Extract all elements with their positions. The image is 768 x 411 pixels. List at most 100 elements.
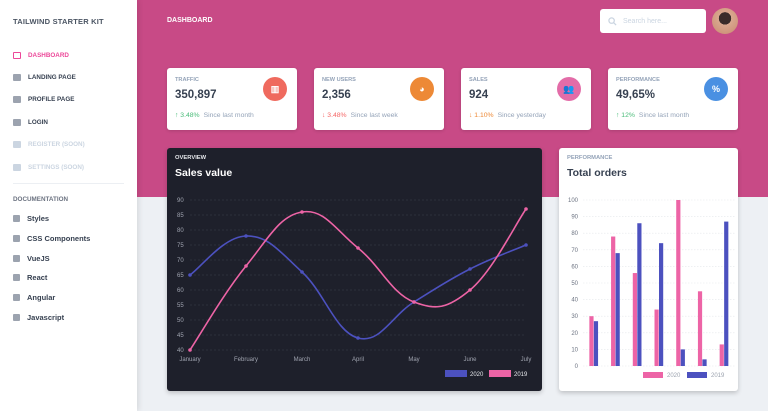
- paint-brush-icon: [13, 215, 20, 223]
- y-tick-label: 55: [177, 303, 184, 309]
- legend-swatch-2019: [489, 370, 511, 377]
- sidebar-item-label: PROFILE PAGE: [28, 96, 75, 104]
- sales-value-card: OVERVIEW Sales value 40 45 50 55 60 65 70 75 80 8…: [167, 148, 542, 391]
- doc-link-styles[interactable]: Styles: [13, 209, 90, 229]
- doc-link-label: Javascript: [27, 312, 65, 322]
- stat-label: SALES: [469, 77, 488, 83]
- doc-link-label: React: [27, 273, 48, 283]
- data-point-2020: [188, 273, 192, 277]
- sidebar-item-label: DASHBOARD: [28, 51, 69, 59]
- card-title: Sales value: [175, 167, 233, 179]
- legend-label: 2020: [667, 373, 681, 379]
- angular-icon: [13, 294, 20, 302]
- bar-2019-june: [702, 359, 707, 366]
- arrow-down-icon: ↓: [469, 112, 473, 119]
- sidebar-item-profile-page[interactable]: PROFILE PAGE: [13, 89, 125, 111]
- data-point-2020: [300, 270, 304, 274]
- card-overline: OVERVIEW: [175, 155, 207, 161]
- doc-link-vuejs[interactable]: VueJS: [13, 248, 90, 268]
- search-input[interactable]: Search here...: [600, 9, 706, 33]
- percent-icon: %: [704, 77, 728, 101]
- bar-2020-february: [611, 236, 616, 366]
- data-point-2020: [244, 234, 248, 238]
- divider: [13, 183, 124, 184]
- data-point-2019: [524, 207, 528, 211]
- sidebar-item-dashboard[interactable]: DASHBOARD: [13, 44, 125, 66]
- brand-link[interactable]: TAILWIND STARTER KIT: [13, 17, 104, 26]
- user-avatar[interactable]: [712, 8, 738, 34]
- fingerprint-icon: [13, 118, 21, 126]
- doc-link-react[interactable]: React: [13, 268, 90, 288]
- doc-link-label: Styles: [27, 214, 50, 224]
- sidebar-item-label: LOGIN: [28, 118, 48, 126]
- main-nav: DASHBOARD LANDING PAGE PROFILE PAGE LOGIN RE…: [13, 44, 125, 178]
- sidebar-item-landing-page[interactable]: LANDING PAGE: [13, 66, 125, 88]
- line-chart: 40 45 50 55 60 65 70 75 80 85 90 January February Mar…: [177, 198, 532, 378]
- sidebar-item-label: SETTINGS (SOON): [28, 163, 84, 171]
- total-orders-card: PERFORMANCE Total orders 0 10 20 30 40 50 60 70…: [559, 148, 738, 391]
- x-tick-label: February: [234, 357, 258, 363]
- y-tick-label: 60: [571, 264, 578, 270]
- arrow-up-icon: ↑: [175, 112, 179, 119]
- data-point-2020: [468, 267, 472, 271]
- y-tick-label: 30: [571, 314, 578, 320]
- data-point-2019: [188, 348, 192, 352]
- data-point-2019: [468, 288, 472, 292]
- doc-link-label: Angular: [27, 293, 56, 303]
- stat-value: 2,356: [322, 89, 351, 101]
- search-placeholder: Search here...: [623, 17, 667, 25]
- stat-label: NEW USERS: [322, 77, 356, 83]
- y-tick-label: 80: [571, 231, 578, 237]
- arrow-up-icon: ↑: [616, 112, 620, 119]
- tv-icon: [13, 51, 21, 59]
- stat-footer: ↓ 1.10% Since yesterday: [469, 112, 546, 119]
- y-tick-label: 90: [571, 215, 578, 221]
- stat-change: 1.10%: [474, 112, 494, 119]
- stat-since: Since last month: [638, 112, 690, 119]
- data-point-2019: [300, 210, 304, 214]
- stat-change: 3.48%: [180, 112, 200, 119]
- y-tick-label: 75: [177, 243, 184, 249]
- search-icon: [608, 16, 617, 26]
- bar-2019-march: [637, 223, 642, 366]
- doc-link-javascript[interactable]: Javascript: [13, 307, 90, 327]
- bar-2020-june: [697, 291, 703, 366]
- bar-2020-april: [654, 309, 659, 366]
- sidebar-item-label: REGISTER (SOON): [28, 141, 85, 149]
- legend-swatch-2020: [643, 372, 663, 378]
- x-tick-label: July: [521, 357, 532, 363]
- legend-swatch-2019: [687, 372, 707, 378]
- y-tick-label: 50: [571, 281, 578, 287]
- bar-2020-january: [589, 316, 594, 366]
- data-point-2019: [356, 246, 360, 250]
- stat-since: Since last week: [350, 112, 398, 119]
- sidebar-item-login[interactable]: LOGIN: [13, 111, 125, 133]
- stat-change: 3.48%: [327, 112, 347, 119]
- chart-pie-icon: ◕: [410, 77, 434, 101]
- bar-2019-january: [593, 321, 599, 366]
- bar-2019-february: [615, 253, 620, 366]
- y-tick-label: 50: [177, 318, 184, 324]
- arrow-down-icon: ↓: [322, 112, 326, 119]
- data-point-2020: [524, 243, 528, 247]
- data-point-2019: [412, 300, 416, 304]
- sidebar-item-settings-soon: SETTINGS (SOON): [13, 156, 125, 178]
- bar-2019-july: [724, 221, 729, 366]
- legend-label: 2019: [711, 373, 725, 379]
- doc-link-angular[interactable]: Angular: [13, 288, 90, 308]
- user-circle-icon: [13, 96, 21, 104]
- sidebar-item-register-soon: REGISTER (SOON): [13, 134, 125, 156]
- y-tick-label: 70: [571, 248, 578, 254]
- stat-card-sales: SALES 924 👥 ↓ 1.10% Since yesterday: [461, 68, 591, 130]
- legend-swatch-2020: [445, 370, 467, 377]
- sidebar: TAILWIND STARTER KIT DASHBOARD LANDING PA…: [0, 0, 137, 411]
- card-overline: PERFORMANCE: [567, 155, 613, 161]
- doc-link-label: VueJS: [27, 253, 50, 263]
- y-tick-label: 90: [177, 198, 184, 204]
- users-icon: 👥: [557, 77, 581, 101]
- stat-since: Since last month: [203, 112, 254, 119]
- doc-link-css-components[interactable]: CSS Components: [13, 229, 90, 249]
- stat-card-new-users: NEW USERS 2,356 ◕ ↓ 3.48% Since last week: [314, 68, 444, 130]
- legend-label: 2019: [514, 372, 528, 378]
- x-tick-label: June: [463, 357, 477, 363]
